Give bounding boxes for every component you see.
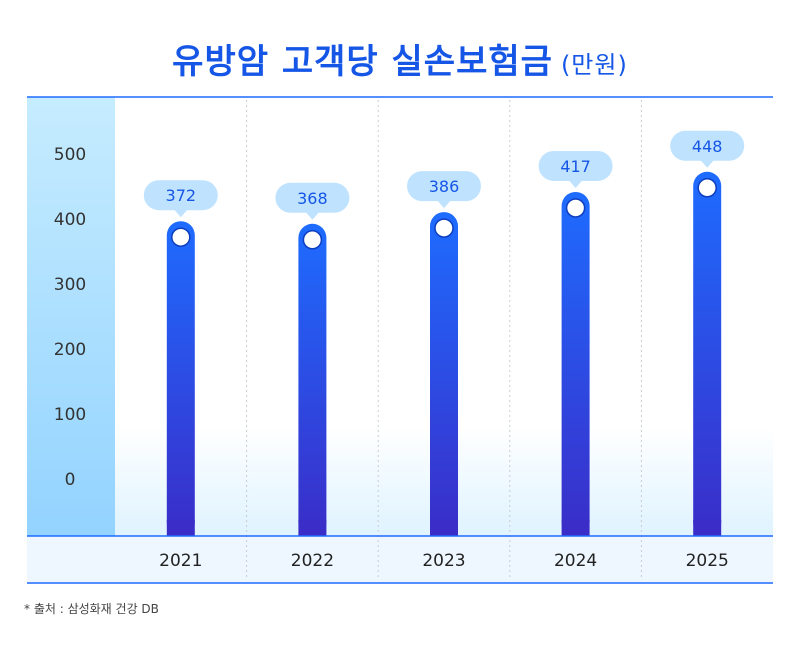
x-tick-label: 2024 xyxy=(554,551,597,571)
bar xyxy=(430,212,458,536)
y-tick-label: 400 xyxy=(54,210,86,230)
data-label: 368 xyxy=(297,189,328,208)
x-tick-label: 2022 xyxy=(291,551,334,571)
bar-base xyxy=(693,520,722,536)
bar-marker xyxy=(434,218,454,238)
y-tick-label: 500 xyxy=(54,145,86,165)
bar-base xyxy=(561,520,590,536)
bar-marker xyxy=(697,178,717,198)
value-bubble xyxy=(670,130,745,161)
y-axis-panel xyxy=(27,97,115,536)
x-tick-label: 2023 xyxy=(422,551,465,571)
bar-base xyxy=(166,520,195,536)
y-tick-label: 100 xyxy=(54,405,86,425)
x-tick-label: 2021 xyxy=(159,551,202,571)
bar-marker xyxy=(565,198,586,218)
y-tick-label: 200 xyxy=(54,340,86,360)
bar xyxy=(298,223,327,537)
bar-marker xyxy=(171,227,191,247)
data-label: 372 xyxy=(166,186,197,205)
y-tick-label: 300 xyxy=(54,275,86,295)
chart-title-unit: (만원) xyxy=(560,51,628,79)
bar xyxy=(693,171,722,537)
value-bubble-tail xyxy=(437,200,451,209)
value-bubble-tail xyxy=(568,179,583,188)
data-label: 448 xyxy=(692,137,723,156)
chart-title-text: 유방암 고객당 실손보험금 xyxy=(172,42,553,82)
value-bubble-tail xyxy=(305,211,320,220)
value-bubble-tail xyxy=(700,159,715,168)
value-bubble xyxy=(275,182,350,213)
data-label: 386 xyxy=(429,177,460,196)
source-note: * 출처 : 삼성화재 건강 DB xyxy=(24,602,159,616)
value-bubble xyxy=(407,171,481,202)
x-tick-label: 2025 xyxy=(686,551,729,571)
data-label: 417 xyxy=(560,157,591,176)
y-tick-label: 0 xyxy=(65,470,76,490)
chart-title: 유방암 고객당 실손보험금 (만원) xyxy=(0,34,800,83)
bar-base xyxy=(298,520,327,536)
bar-base xyxy=(430,520,458,536)
x-axis-band xyxy=(27,536,773,583)
bar xyxy=(561,191,590,536)
plot-background xyxy=(27,97,773,536)
value-bubble-tail xyxy=(173,209,188,218)
value-bubble xyxy=(538,150,613,181)
bar-marker xyxy=(302,230,323,250)
bar xyxy=(166,221,195,536)
value-bubble xyxy=(143,180,218,211)
